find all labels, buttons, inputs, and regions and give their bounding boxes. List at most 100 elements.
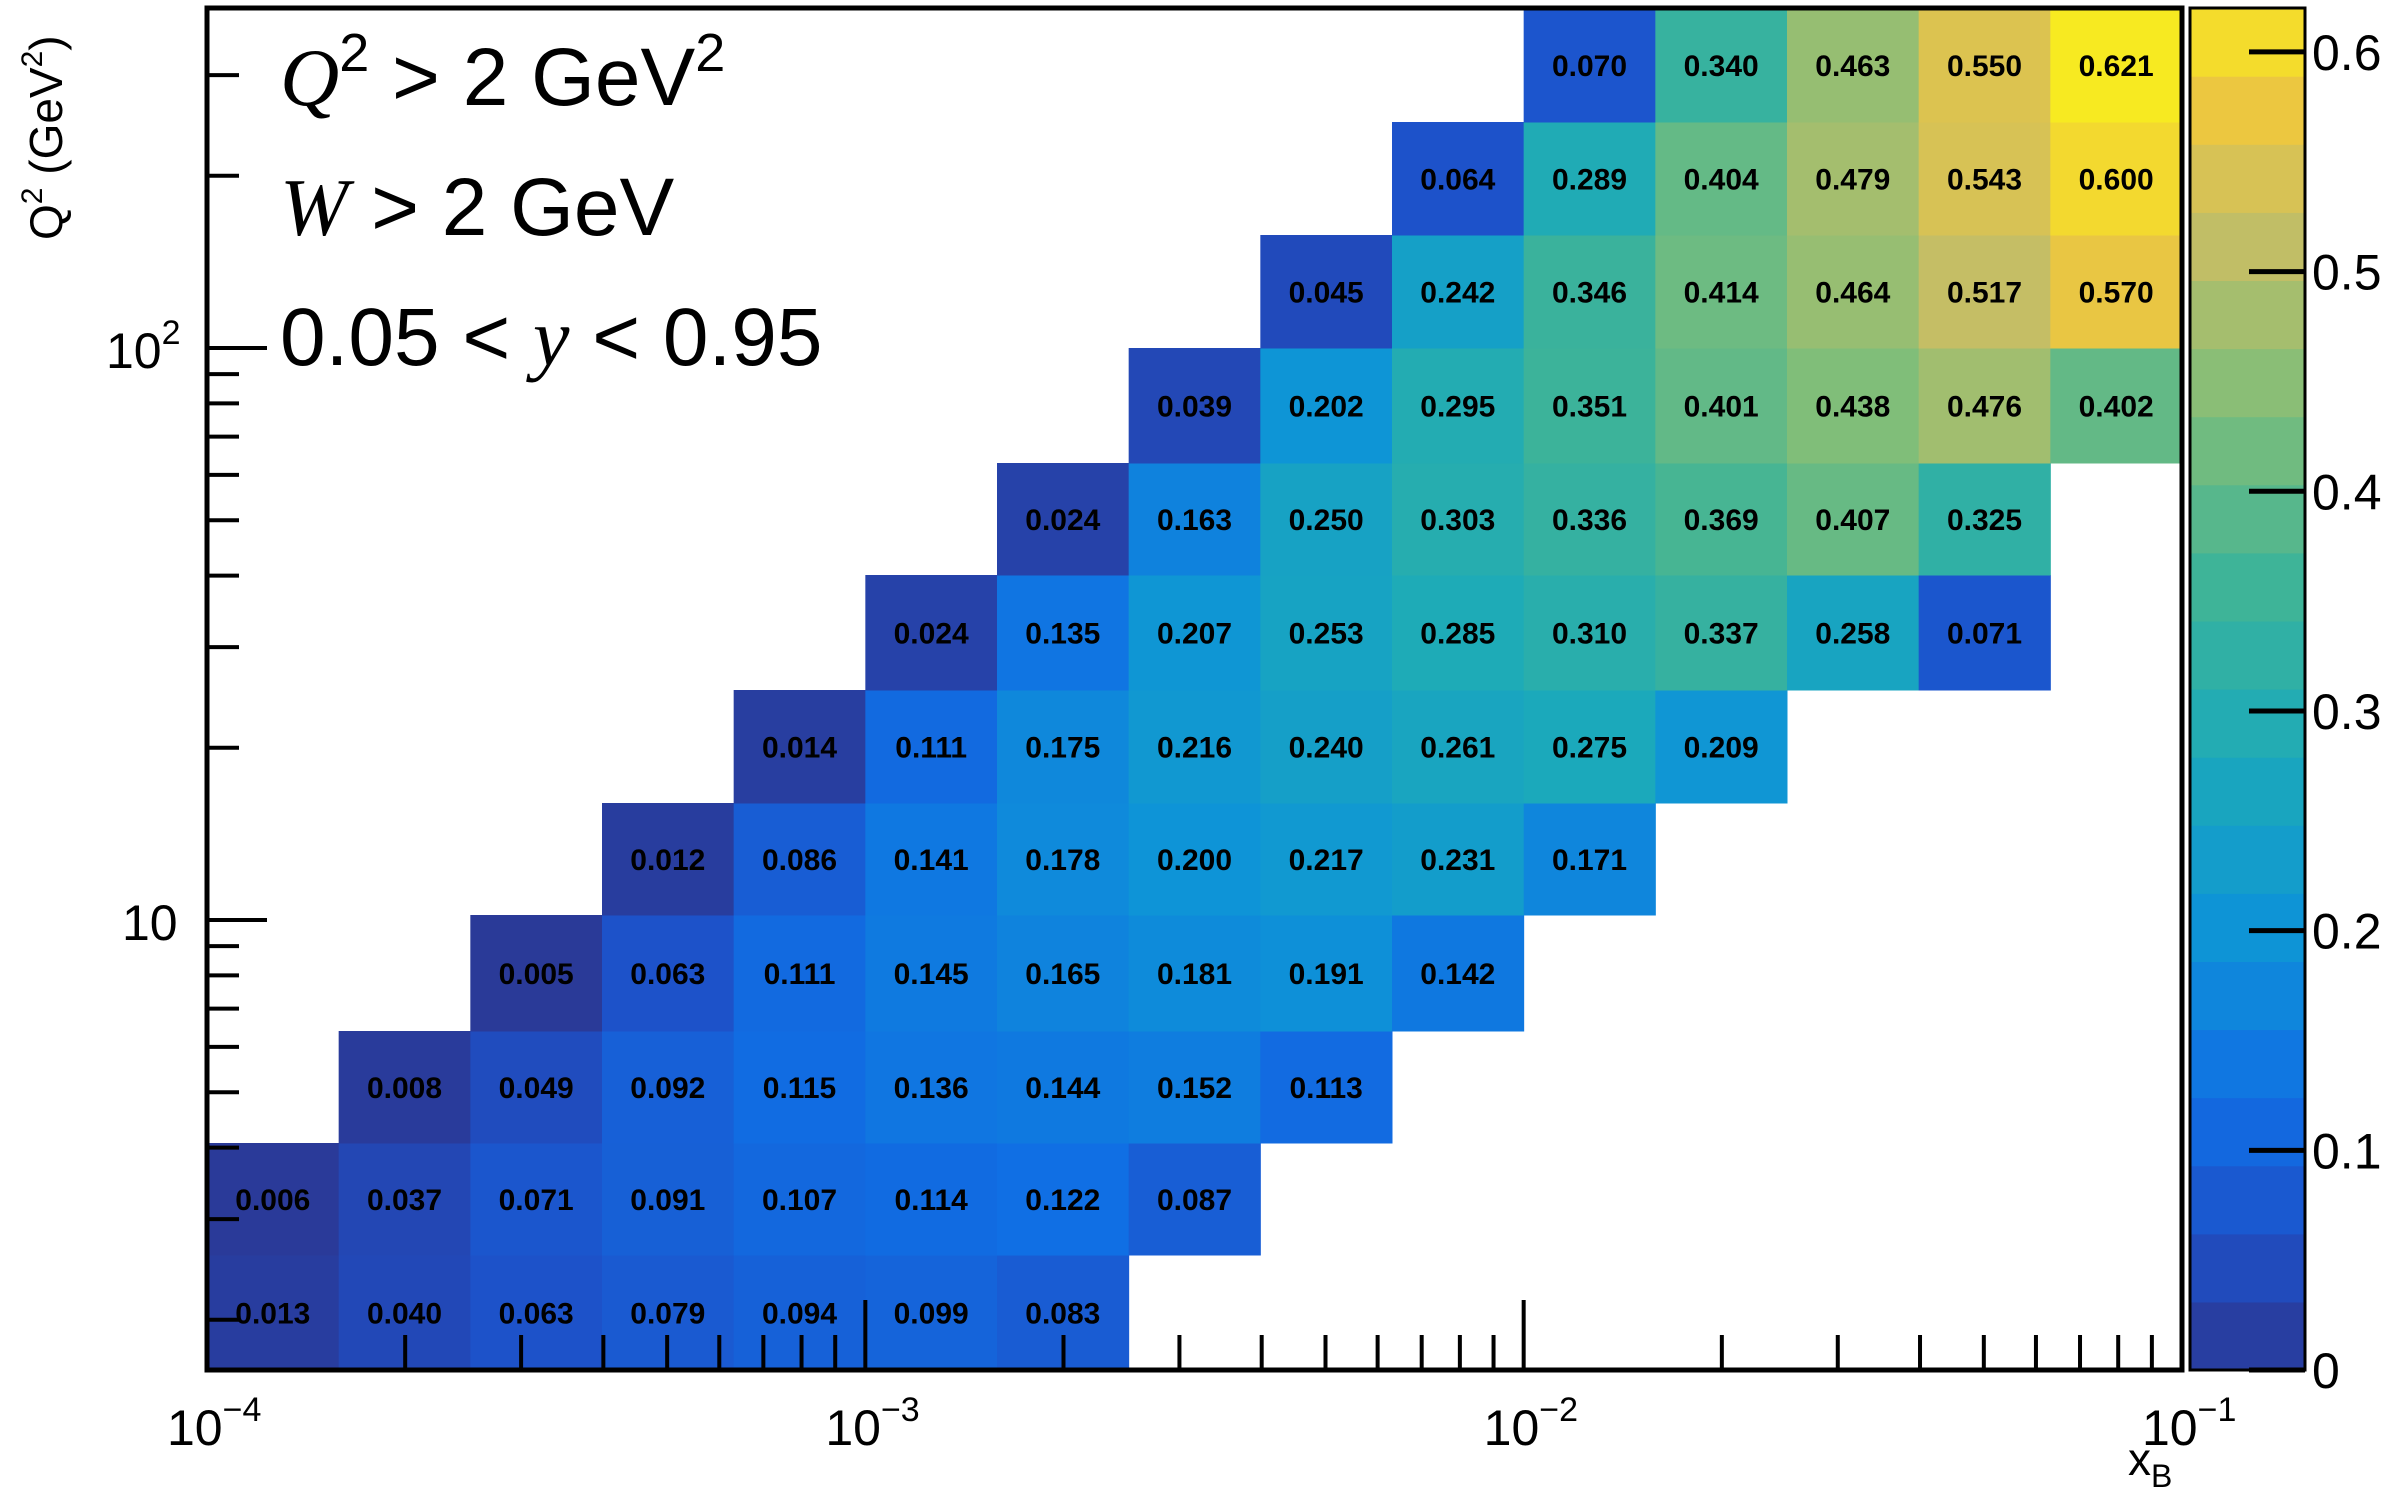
heatmap-cell [1787, 348, 1920, 464]
colorbar-tick-label: 0.6 [2312, 25, 2382, 81]
cell-value-label: 0.295 [1420, 391, 1495, 424]
cell-value-label: 0.351 [1552, 391, 1627, 424]
cell-value-label: 0.310 [1552, 618, 1627, 651]
cut-annotation: Q2 > 2 GeV2 [280, 23, 725, 123]
heatmap-cell [207, 1143, 340, 1256]
cell-value-label: 0.191 [1289, 958, 1364, 991]
cell-value-label: 0.207 [1157, 618, 1232, 651]
cell-value-label: 0.258 [1815, 618, 1890, 651]
heatmap-cell [1260, 463, 1393, 576]
cell-value-label: 0.014 [762, 732, 837, 765]
heatmap-cell [1128, 690, 1261, 804]
heatmap-cell [733, 803, 866, 916]
cell-value-label: 0.136 [894, 1072, 969, 1105]
cell-value-label: 0.163 [1157, 504, 1232, 537]
colorbar-bin [2190, 348, 2305, 418]
cell-value-label: 0.083 [1025, 1298, 1100, 1331]
cell-value-label: 0.476 [1947, 391, 2022, 424]
cell-value-label: 0.144 [1025, 1072, 1100, 1105]
cell-value-label: 0.107 [762, 1184, 837, 1217]
cell-value-label: 0.178 [1025, 844, 1100, 877]
cell-value-label: 0.111 [895, 732, 967, 765]
colorbar-bin [2190, 1029, 2305, 1099]
heatmap-cell [1260, 575, 1393, 691]
cell-value-label: 0.463 [1815, 50, 1890, 83]
cell-value-label: 0.141 [894, 844, 969, 877]
cell-value-label: 0.217 [1289, 844, 1364, 877]
cell-value-label: 0.079 [630, 1298, 705, 1331]
cell-value-label: 0.049 [499, 1072, 574, 1105]
heatmap-cell [1128, 1031, 1261, 1144]
heatmap-cell [1128, 575, 1261, 691]
heatmap-cell [1392, 348, 1525, 464]
heatmap-cell [1523, 575, 1656, 691]
heatmap-cell [1128, 348, 1261, 464]
heatmap-cell [1523, 348, 1656, 464]
colorbar-frame [2188, 6, 2307, 1372]
heatmap-cell [1918, 8, 2051, 123]
cell-value-label: 0.122 [1025, 1184, 1100, 1217]
colorbar-tick-label: 0 [2312, 1343, 2340, 1399]
heatmap-cell [1392, 575, 1525, 691]
cell-value-label: 0.181 [1157, 958, 1232, 991]
cell-value-label: 0.135 [1025, 618, 1100, 651]
heatmap-cell [1787, 8, 1920, 123]
heatmap-cell [2050, 8, 2183, 123]
cell-value-label: 0.071 [499, 1184, 574, 1217]
cell-value-label: 0.094 [762, 1298, 837, 1331]
heatmap-cell [1260, 690, 1393, 804]
cell-value-label: 0.253 [1289, 618, 1364, 651]
cell-value-label: 0.209 [1684, 732, 1759, 765]
heatmap-cell [997, 690, 1130, 804]
heatmap-cell [602, 915, 735, 1032]
heatmap-cell [1392, 463, 1525, 576]
cell-value-label: 0.037 [367, 1184, 442, 1217]
heatmap-cell [1260, 803, 1393, 916]
cell-value-label: 0.063 [499, 1298, 574, 1331]
heatmap-cell [1655, 575, 1788, 691]
heatmap-cell [1128, 463, 1261, 576]
y-axis-title: Q2 (GeV2) [16, 35, 72, 240]
cell-value-label: 0.024 [1025, 504, 1100, 537]
heatmap-cell [2050, 235, 2183, 349]
cell-value-label: 0.261 [1420, 732, 1495, 765]
colorbar-bin [2190, 620, 2305, 690]
heatmap-cell [1655, 690, 1788, 804]
cell-value-label: 0.145 [894, 958, 969, 991]
colorbar-bin [2190, 1233, 2305, 1303]
plot-frame [204, 5, 2185, 1373]
cell-value-label: 0.111 [764, 958, 836, 991]
heatmap-cell [1655, 235, 1788, 349]
heatmap-cell [865, 1031, 998, 1144]
cell-value-label: 0.570 [2079, 277, 2154, 310]
cell-value-label: 0.325 [1947, 504, 2022, 537]
cell-value-label: 0.340 [1684, 50, 1759, 83]
colorbar-bin [2190, 1165, 2305, 1235]
heatmap-cell [1787, 575, 1920, 691]
cell-value-label: 0.438 [1815, 391, 1890, 424]
heatmap-cell [470, 1031, 603, 1144]
cell-value-label: 0.008 [367, 1072, 442, 1105]
heatmap-cell [2050, 348, 2183, 464]
heatmap-cell [1655, 122, 1788, 236]
heatmap-cell [997, 1031, 1130, 1144]
heatmap-cell [1128, 803, 1261, 916]
heatmap-cell [338, 1031, 471, 1144]
colorbar-bin [2190, 8, 2305, 77]
colorbar-bin [2190, 961, 2305, 1031]
heatmap-cell [1128, 1143, 1261, 1256]
heatmap-cell [733, 1031, 866, 1144]
cell-value-label: 0.621 [2079, 50, 2154, 83]
cut-annotation: W > 2 GeV [280, 162, 675, 253]
cell-value-label: 0.045 [1289, 277, 1364, 310]
cell-value-label: 0.407 [1815, 504, 1890, 537]
heatmap-cell [1260, 235, 1393, 349]
x-tick-label: 10−4 [167, 1391, 261, 1456]
heatmap-cell [1787, 463, 1920, 576]
cell-value-label: 0.200 [1157, 844, 1232, 877]
heatmap-cell [1392, 803, 1525, 916]
heatmap-cell [865, 575, 998, 691]
cell-value-label: 0.099 [894, 1298, 969, 1331]
colorbar-tick-label: 0.5 [2312, 245, 2382, 301]
